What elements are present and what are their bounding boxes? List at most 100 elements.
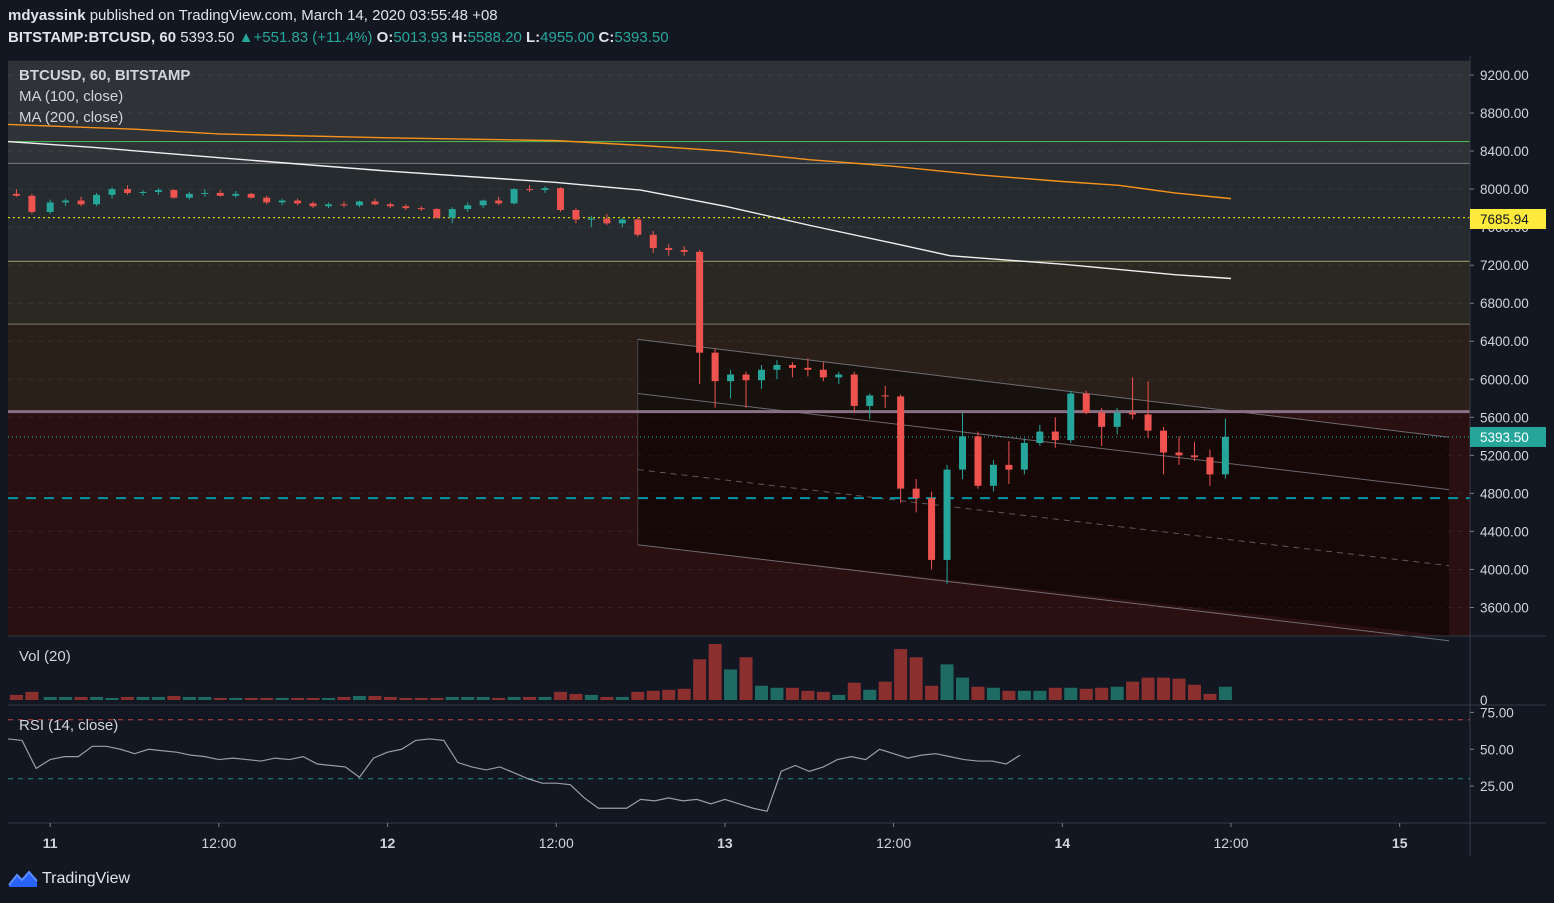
candle <box>1005 441 1013 484</box>
candle-body <box>742 374 750 381</box>
candle-body <box>526 189 534 191</box>
candle <box>201 189 209 197</box>
volume-bar <box>59 696 73 700</box>
candle-body <box>1098 412 1106 427</box>
candle-body <box>355 201 363 206</box>
volume-bar <box>615 696 629 700</box>
candle <box>402 204 410 211</box>
candle <box>1082 390 1090 415</box>
candle <box>680 246 688 256</box>
time-axis-label: 12:00 <box>539 835 574 851</box>
candle-body <box>12 193 20 196</box>
candle <box>696 249 704 385</box>
volume-bar <box>244 697 258 700</box>
candle-body <box>386 204 394 207</box>
candle <box>77 196 85 207</box>
candle <box>1190 442 1198 462</box>
candle <box>386 202 394 209</box>
volume-bar <box>1002 690 1016 700</box>
candle <box>433 208 441 219</box>
candle-body <box>325 204 333 207</box>
candle-body <box>1113 412 1121 427</box>
volume-bar <box>275 697 289 700</box>
volume-bar <box>414 697 428 700</box>
volume-bar <box>120 696 134 700</box>
candle-body <box>1082 393 1090 413</box>
volume-legend[interactable]: Vol (20) <box>19 648 71 665</box>
volume-bar <box>878 681 892 700</box>
volume-bar <box>368 695 382 700</box>
candle <box>309 201 317 209</box>
price-label-box-1 <box>1470 426 1546 447</box>
candle <box>1020 438 1028 475</box>
author-name[interactable]: mdyassink <box>8 7 86 24</box>
volume-bar <box>476 696 490 700</box>
volume-bar <box>105 697 119 700</box>
price-change: +551.83 (+11.4%) <box>253 29 373 46</box>
ma200-legend[interactable]: MA (200, close) <box>19 109 124 126</box>
candle <box>788 362 796 378</box>
chart-canvas[interactable]: 9200.008800.008400.008000.007600.007200.… <box>7 56 1546 856</box>
volume-bar <box>693 659 707 700</box>
rsi-legend[interactable]: RSI (14, close) <box>19 717 119 734</box>
candle <box>727 369 735 399</box>
time-axis-label: 12:00 <box>876 835 911 851</box>
volume-bar <box>43 696 57 700</box>
volume-bar <box>631 691 645 700</box>
candle <box>93 192 101 207</box>
volume-bar <box>306 697 320 700</box>
volume-bar <box>399 697 413 700</box>
volume-bar <box>337 696 351 700</box>
candle <box>881 385 889 408</box>
volume-bar <box>770 687 784 700</box>
low-value: 4955.00 <box>540 29 595 46</box>
volume-bar <box>260 697 274 700</box>
candle-body <box>866 395 874 406</box>
candle <box>1051 417 1059 448</box>
candle-body <box>696 251 704 353</box>
candle <box>1067 390 1075 443</box>
candle-body <box>1144 414 1152 431</box>
tradingview-logo[interactable]: TradingView <box>8 869 130 889</box>
candle <box>541 186 549 193</box>
volume-bar <box>1017 690 1031 700</box>
candle-body <box>727 374 735 382</box>
candle-body <box>711 352 719 382</box>
candle-body <box>835 374 843 378</box>
published-text: published on TradingView.com, March 14, … <box>89 7 498 24</box>
volume-bar <box>816 691 830 700</box>
candle-body <box>773 365 781 370</box>
chart-frame[interactable]: 9200.008800.008400.008000.007600.007200.… <box>7 56 1546 856</box>
volume-bar <box>1141 677 1155 700</box>
candle-body <box>897 396 905 489</box>
volume-bar <box>1203 693 1217 700</box>
candle <box>12 189 20 197</box>
candle-body <box>479 200 487 206</box>
ma100-legend[interactable]: MA (100, close) <box>19 88 124 105</box>
candle <box>989 460 997 492</box>
candle <box>912 479 920 513</box>
volume-bar <box>1172 678 1186 700</box>
volume-bar <box>445 696 459 700</box>
candle <box>28 193 36 214</box>
volume-bar <box>986 687 1000 700</box>
candle-body <box>185 193 193 198</box>
ma100-line <box>7 140 1232 280</box>
price-axis-label: 4800.00 <box>1480 486 1529 501</box>
high-value: 5588.20 <box>467 29 522 46</box>
volume-axis-label: 0 <box>1480 693 1488 708</box>
candle <box>711 348 719 408</box>
volume-bar <box>352 695 366 700</box>
candle <box>1221 418 1229 479</box>
price-zone-0 <box>8 60 1470 164</box>
volume-bar <box>553 691 567 700</box>
volume-bar <box>600 696 614 700</box>
main-legend[interactable]: BTCUSD, 60, BITSTAMP <box>19 67 191 84</box>
open-value: 5013.93 <box>393 29 448 46</box>
candle-body <box>618 219 626 224</box>
brand-label: TradingView <box>42 870 131 887</box>
volume-bar <box>1187 684 1201 700</box>
candle-body <box>819 369 827 378</box>
volume-bar <box>569 693 583 700</box>
candle <box>665 244 673 256</box>
